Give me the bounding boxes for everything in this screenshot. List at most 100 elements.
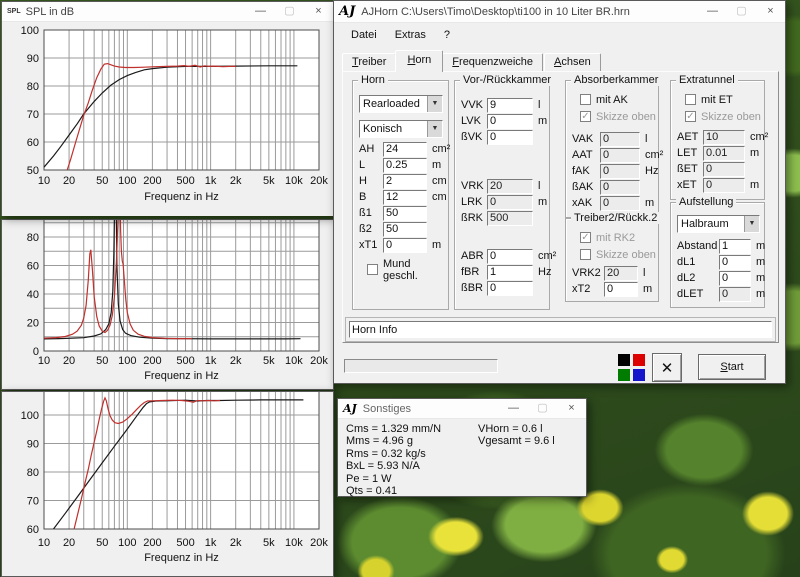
minimize-icon[interactable]: — bbox=[499, 399, 528, 419]
absorberkammer-group: Absorberkammer mit AK✓Skizze oben VAKlAA… bbox=[565, 80, 659, 218]
svg-text:80: 80 bbox=[27, 81, 39, 93]
tab-treiber[interactable]: Treiber bbox=[342, 53, 396, 72]
svg-text:50: 50 bbox=[96, 537, 108, 549]
field-unit: l bbox=[538, 99, 540, 111]
tab-achsen[interactable]: Achsen bbox=[544, 53, 601, 72]
field-row-AH: AHcm² bbox=[353, 141, 448, 157]
field-row-ßET: ßET bbox=[671, 161, 764, 177]
checkbox-label: Skizze oben bbox=[596, 249, 656, 261]
checkbox-mit-ak[interactable]: mit AK bbox=[566, 91, 658, 108]
checkbox-box-icon[interactable] bbox=[685, 94, 696, 105]
tab-horn[interactable]: Horn bbox=[395, 50, 443, 72]
field-row-ßRK: ßRK bbox=[455, 210, 549, 226]
horn-type-dropdown[interactable]: Rearloaded▼ bbox=[359, 95, 443, 113]
input-ßVK[interactable] bbox=[487, 130, 533, 145]
field-unit: m bbox=[750, 179, 759, 191]
checkbox-box-icon: ✓ bbox=[580, 111, 591, 122]
vor-rueckkammer-group: Vor-/Rückkammer VVKlLVKmßVK VRKlLRKmßRK … bbox=[454, 80, 550, 310]
dropdown-arrow-icon[interactable]: ▼ bbox=[744, 216, 759, 232]
input-AH[interactable] bbox=[383, 142, 427, 157]
input-dL1[interactable] bbox=[719, 255, 751, 270]
input-ßRK bbox=[487, 211, 533, 226]
close-icon[interactable]: × bbox=[756, 2, 785, 22]
maximize-icon: ▢ bbox=[275, 2, 304, 22]
input-Abstand[interactable] bbox=[719, 239, 751, 254]
input-ßBR[interactable] bbox=[487, 281, 533, 296]
horn-contour-dropdown[interactable]: Konisch▼ bbox=[359, 120, 443, 138]
field-label: Abstand bbox=[677, 240, 719, 252]
field-label: xAK bbox=[572, 197, 600, 209]
svg-text:10: 10 bbox=[38, 537, 50, 549]
input-B[interactable] bbox=[383, 190, 427, 205]
field-unit: Hz bbox=[645, 165, 658, 177]
field-unit: m bbox=[756, 240, 765, 252]
aufstellung-dropdown[interactable]: Halbraum▼ bbox=[677, 215, 760, 233]
minimize-icon[interactable]: — bbox=[246, 2, 275, 22]
checkbox-mund-geschl-[interactable]: Mund geschl. bbox=[353, 261, 448, 278]
color-swatch-blue[interactable] bbox=[633, 369, 645, 381]
ajhorn-main-window: AJ AJHorn C:\Users\Timo\Desktop\ti100 in… bbox=[333, 0, 786, 384]
svg-text:100: 100 bbox=[118, 175, 136, 187]
maximize-icon[interactable]: ▢ bbox=[727, 2, 756, 22]
field-label: xET bbox=[677, 179, 703, 191]
close-icon[interactable]: × bbox=[557, 399, 586, 419]
input-xT2[interactable] bbox=[604, 282, 638, 297]
menu-help[interactable]: ? bbox=[435, 27, 459, 43]
delete-curves-button[interactable]: ✕ bbox=[652, 353, 682, 382]
input-LVK[interactable] bbox=[487, 114, 533, 129]
input-VVK[interactable] bbox=[487, 98, 533, 113]
field-label: ßET bbox=[677, 163, 703, 175]
horn-info-input[interactable] bbox=[349, 321, 772, 338]
input-xT1[interactable] bbox=[383, 238, 427, 253]
input-H[interactable] bbox=[383, 174, 427, 189]
start-button[interactable]: Start bbox=[698, 354, 766, 380]
color-swatch-green[interactable] bbox=[618, 369, 630, 381]
result-line: Vgesamt = 9.6 l bbox=[478, 435, 555, 447]
svg-text:2k: 2k bbox=[230, 175, 242, 187]
input-ABR[interactable] bbox=[487, 249, 533, 264]
svg-text:Frequenz in Hz: Frequenz in Hz bbox=[144, 191, 219, 203]
checkbox-mit-et[interactable]: mit ET bbox=[671, 91, 764, 108]
field-unit: l bbox=[643, 267, 645, 279]
input-ß1[interactable] bbox=[383, 206, 427, 221]
checkbox-box-icon[interactable] bbox=[367, 264, 378, 275]
input-fBR[interactable] bbox=[487, 265, 533, 280]
field-label: L bbox=[359, 159, 383, 171]
input-fAK bbox=[600, 164, 640, 179]
menu-extras[interactable]: Extras bbox=[386, 27, 435, 43]
svg-text:Frequenz in Hz: Frequenz in Hz bbox=[144, 370, 219, 382]
color-swatch-red[interactable] bbox=[633, 354, 645, 366]
input-ß2[interactable] bbox=[383, 222, 427, 237]
horn-group-legend: Horn bbox=[358, 74, 388, 86]
tab-frequenzweiche[interactable]: Frequenzweiche bbox=[442, 53, 543, 72]
input-dL2[interactable] bbox=[719, 271, 751, 286]
dropdown-arrow-icon[interactable]: ▼ bbox=[427, 96, 442, 112]
field-label: LVK bbox=[461, 115, 487, 127]
checkbox-box-icon[interactable] bbox=[580, 94, 591, 105]
close-icon[interactable]: × bbox=[304, 2, 333, 22]
field-unit: cm bbox=[432, 191, 447, 203]
field-unit: m bbox=[756, 288, 765, 300]
minimize-icon[interactable]: — bbox=[698, 2, 727, 22]
main-window-titlebar[interactable]: AJ AJHorn C:\Users\Timo\Desktop\ti100 in… bbox=[334, 1, 785, 23]
dropdown-value: Konisch bbox=[360, 123, 427, 135]
field-label: fAK bbox=[572, 165, 600, 177]
spl-window-titlebar[interactable]: SPL SPL in dB — ▢ × bbox=[2, 2, 333, 22]
dropdown-arrow-icon[interactable]: ▼ bbox=[427, 121, 442, 137]
input-ßAK bbox=[600, 180, 640, 195]
field-label: xT2 bbox=[572, 283, 604, 295]
absorberkammer-legend: Absorberkammer bbox=[571, 74, 661, 86]
svg-text:90: 90 bbox=[27, 53, 39, 65]
field-row-xT2: xT2m bbox=[566, 281, 658, 297]
color-swatch-black[interactable] bbox=[618, 354, 630, 366]
input-L[interactable] bbox=[383, 158, 427, 173]
svg-text:20: 20 bbox=[27, 318, 39, 330]
maximize-icon[interactable]: ▢ bbox=[528, 399, 557, 419]
field-unit: m bbox=[750, 147, 759, 159]
svg-text:80: 80 bbox=[27, 467, 39, 479]
result-line: BxL = 5.93 N/A bbox=[346, 460, 441, 472]
menu-datei[interactable]: Datei bbox=[342, 27, 386, 43]
sonstiges-titlebar[interactable]: AJ Sonstiges — ▢ × bbox=[338, 399, 586, 419]
result-line: Cms = 1.329 mm/N bbox=[346, 423, 441, 435]
svg-text:20: 20 bbox=[63, 175, 75, 187]
